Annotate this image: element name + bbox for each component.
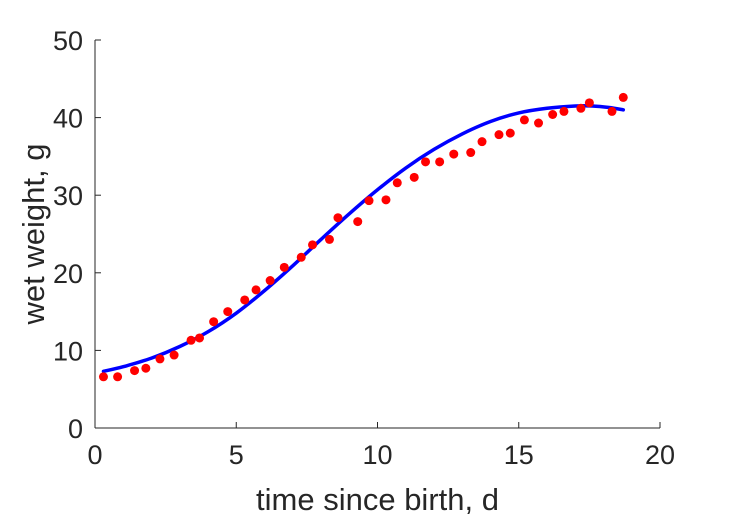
data-point	[265, 276, 275, 286]
y-tick-label: 30	[53, 181, 83, 211]
data-point	[576, 103, 586, 113]
data-point	[195, 333, 205, 343]
data-point	[296, 252, 306, 262]
data-point	[534, 118, 544, 128]
data-point	[308, 240, 318, 250]
data-point	[353, 217, 363, 227]
y-tick-label: 40	[53, 104, 83, 134]
axes	[94, 40, 660, 429]
y-tick-label: 0	[68, 414, 83, 444]
data-point	[494, 130, 504, 140]
data-point	[155, 354, 165, 364]
data-point-layer	[98, 92, 628, 382]
data-point	[435, 157, 445, 167]
data-point	[251, 285, 261, 295]
data-point	[519, 115, 529, 125]
x-tick-label: 15	[504, 440, 534, 470]
data-point	[618, 92, 628, 102]
data-point	[381, 195, 391, 205]
fit-line-layer	[101, 103, 626, 374]
data-point	[584, 98, 594, 108]
y-tick-label: 10	[53, 336, 83, 366]
data-point	[392, 178, 402, 188]
data-point	[113, 372, 123, 382]
data-point	[364, 196, 374, 206]
data-point	[240, 295, 250, 305]
data-point	[466, 148, 476, 158]
x-tick-label: 20	[645, 440, 675, 470]
fit-line	[101, 103, 626, 374]
data-point	[141, 363, 151, 373]
data-point	[98, 372, 108, 382]
x-tick-label: 10	[362, 440, 392, 470]
data-point	[324, 234, 334, 244]
y-ticks: 0 10 20 30 40 50	[53, 26, 101, 444]
x-tick-label: 0	[87, 440, 102, 470]
data-point	[409, 172, 419, 182]
data-point	[333, 213, 343, 223]
data-point	[186, 335, 196, 345]
y-tick-label: 50	[53, 26, 83, 56]
data-point	[130, 366, 140, 376]
data-point	[505, 128, 515, 138]
data-point	[477, 137, 487, 147]
x-tick-label: 5	[229, 440, 244, 470]
data-point	[449, 149, 459, 159]
data-point	[548, 109, 558, 119]
data-point	[607, 106, 617, 116]
data-point	[223, 307, 233, 317]
data-point	[279, 262, 289, 272]
data-point	[421, 157, 431, 167]
x-ticks: 0 5 10 15 20	[87, 422, 675, 470]
data-point	[169, 350, 179, 360]
y-tick-label: 20	[53, 259, 83, 289]
y-axis-title: wet weight, g	[16, 144, 51, 326]
data-point	[209, 317, 219, 327]
x-axis-title: time since birth, d	[256, 482, 499, 517]
data-point	[559, 106, 569, 116]
